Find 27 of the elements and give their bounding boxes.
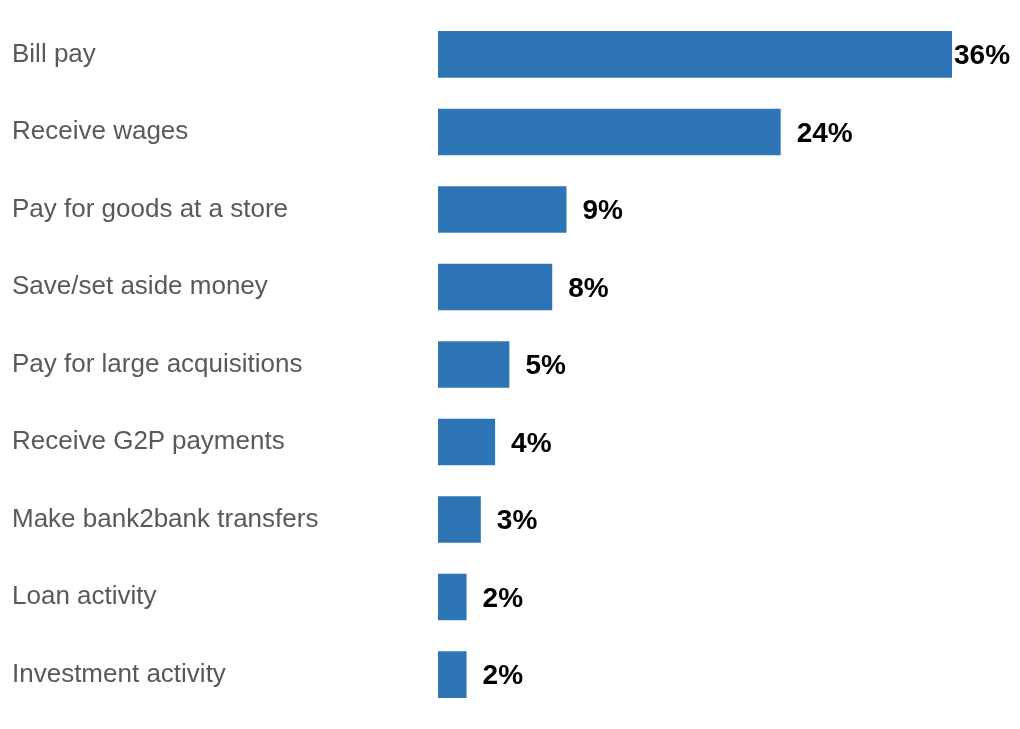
bar [438, 651, 467, 698]
y-tick-label: Loan activity [12, 580, 157, 611]
data-label: 5% [525, 349, 566, 381]
bar [438, 186, 567, 233]
y-tick-label: Bill pay [12, 37, 96, 68]
y-tick-label: Pay for goods at a store [12, 192, 289, 223]
y-tick-label: Save/set aside money [12, 270, 268, 301]
bar [438, 341, 510, 388]
data-label: 2% [482, 659, 524, 691]
data-label: 2% [482, 581, 524, 613]
bar [438, 573, 467, 621]
bar [438, 108, 781, 156]
y-tick-label: Pay for large acquisitions [12, 347, 303, 378]
data-label: 3% [496, 504, 538, 536]
data-label: 36% [954, 39, 1011, 71]
bar [438, 496, 481, 543]
y-tick-label: Make bank2bank transfers [12, 502, 319, 533]
data-label: 4% [511, 426, 552, 458]
y-tick-label: Investment activity [12, 657, 226, 688]
data-label: 24% [796, 116, 853, 148]
y-tick-label: Receive G2P payments [12, 425, 285, 456]
bar [438, 263, 553, 311]
data-label: 8% [568, 271, 609, 303]
bar [438, 418, 496, 466]
y-tick-label: Receive wages [12, 115, 189, 146]
data-label: 9% [582, 194, 624, 226]
bar [438, 31, 952, 78]
